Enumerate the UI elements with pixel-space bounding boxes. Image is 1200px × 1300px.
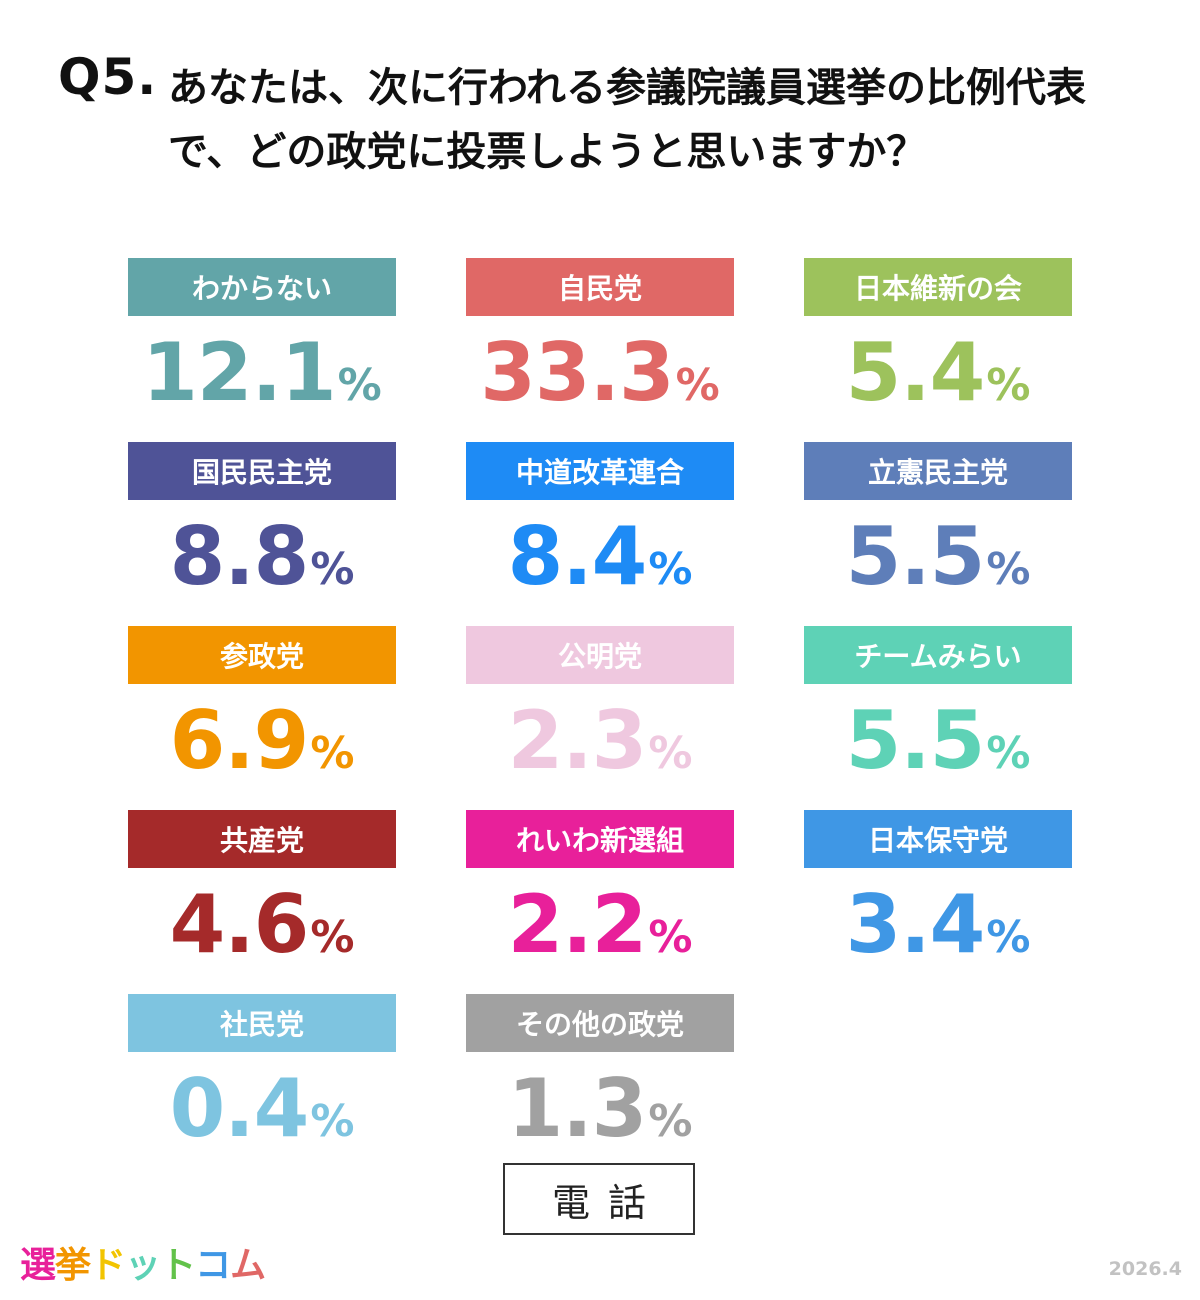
- percent-sign: %: [986, 912, 1031, 963]
- percentage-value: 5.4: [845, 326, 986, 419]
- percentage-value: 0.4: [169, 1062, 310, 1155]
- party-percentage: 5.4%: [804, 326, 1072, 419]
- party-result: 共産党 4.6%: [128, 810, 396, 990]
- party-label: わからない: [128, 258, 396, 316]
- party-result: 日本維新の会 5.4%: [804, 258, 1072, 438]
- percent-sign: %: [310, 1096, 355, 1147]
- party-result: チームみらい 5.5%: [804, 626, 1072, 806]
- party-label: 中道改革連合: [466, 442, 734, 500]
- party-percentage: 6.9%: [128, 694, 396, 787]
- party-result: 国民民主党 8.8%: [128, 442, 396, 622]
- party-percentage: 1.3%: [466, 1062, 734, 1155]
- percentage-value: 5.5: [845, 510, 986, 603]
- party-percentage: 2.3%: [466, 694, 734, 787]
- party-label: チームみらい: [804, 626, 1072, 684]
- percent-sign: %: [310, 544, 355, 595]
- percentage-value: 4.6: [169, 878, 310, 971]
- party-percentage: 3.4%: [804, 878, 1072, 971]
- party-result: 中道改革連合 8.4%: [466, 442, 734, 622]
- party-result: 公明党 2.3%: [466, 626, 734, 806]
- party-result: 自民党 33.3%: [466, 258, 734, 438]
- logo-char: 選: [20, 1245, 56, 1286]
- percent-sign: %: [337, 360, 382, 411]
- percentage-value: 12.1: [142, 326, 336, 419]
- logo-char: ト: [160, 1245, 196, 1286]
- party-label: 公明党: [466, 626, 734, 684]
- party-percentage: 12.1%: [128, 326, 396, 419]
- logo-char: ム: [230, 1245, 266, 1286]
- party-label: その他の政党: [466, 994, 734, 1052]
- question-text: あなたは、次に行われる参議院議員選挙の比例代表で、どの政党に投票しようと思います…: [168, 65, 1086, 175]
- party-percentage: 2.2%: [466, 878, 734, 971]
- party-result: れいわ新選組 2.2%: [466, 810, 734, 990]
- logo-char: ド: [90, 1245, 126, 1286]
- party-percentage: 8.4%: [466, 510, 734, 603]
- party-label: 日本維新の会: [804, 258, 1072, 316]
- percentage-value: 2.2: [507, 878, 648, 971]
- party-label: 日本保守党: [804, 810, 1072, 868]
- percentage-value: 2.3: [507, 694, 648, 787]
- party-label: 自民党: [466, 258, 734, 316]
- survey-date: 2026.4: [1108, 1258, 1182, 1280]
- party-percentage: 4.6%: [128, 878, 396, 971]
- percentage-value: 8.4: [507, 510, 648, 603]
- party-label: れいわ新選組: [466, 810, 734, 868]
- percent-sign: %: [675, 360, 720, 411]
- party-label: 社民党: [128, 994, 396, 1052]
- party-result: わからない 12.1%: [128, 258, 396, 438]
- percent-sign: %: [648, 544, 693, 595]
- party-result: 参政党 6.9%: [128, 626, 396, 806]
- party-label: 共産党: [128, 810, 396, 868]
- logo-char: 挙: [55, 1245, 91, 1286]
- party-result: 社民党 0.4%: [128, 994, 396, 1174]
- party-percentage: 5.5%: [804, 694, 1072, 787]
- percentage-value: 6.9: [169, 694, 310, 787]
- party-label: 参政党: [128, 626, 396, 684]
- percentage-value: 33.3: [480, 326, 674, 419]
- party-percentage: 5.5%: [804, 510, 1072, 603]
- party-percentage: 33.3%: [466, 326, 734, 419]
- survey-method-box: 電話: [503, 1163, 695, 1235]
- percentage-value: 5.5: [845, 694, 986, 787]
- percent-sign: %: [648, 728, 693, 779]
- percentage-value: 8.8: [169, 510, 310, 603]
- percent-sign: %: [648, 912, 693, 963]
- logo-char: ッ: [125, 1245, 161, 1286]
- percent-sign: %: [310, 912, 355, 963]
- percent-sign: %: [986, 728, 1031, 779]
- logo-char: コ: [195, 1245, 231, 1286]
- percentage-value: 1.3: [507, 1062, 648, 1155]
- party-label: 立憲民主党: [804, 442, 1072, 500]
- party-percentage: 0.4%: [128, 1062, 396, 1155]
- percent-sign: %: [986, 544, 1031, 595]
- site-logo: 選挙ドットコム: [20, 1236, 266, 1288]
- percent-sign: %: [310, 728, 355, 779]
- party-label: 国民民主党: [128, 442, 396, 500]
- party-result: 立憲民主党 5.5%: [804, 442, 1072, 622]
- party-percentage: 8.8%: [128, 510, 396, 603]
- question-number: Q5.: [58, 48, 158, 106]
- party-result: その他の政党 1.3%: [466, 994, 734, 1174]
- party-result: 日本保守党 3.4%: [804, 810, 1072, 990]
- percent-sign: %: [986, 360, 1031, 411]
- percentage-value: 3.4: [845, 878, 986, 971]
- percent-sign: %: [648, 1096, 693, 1147]
